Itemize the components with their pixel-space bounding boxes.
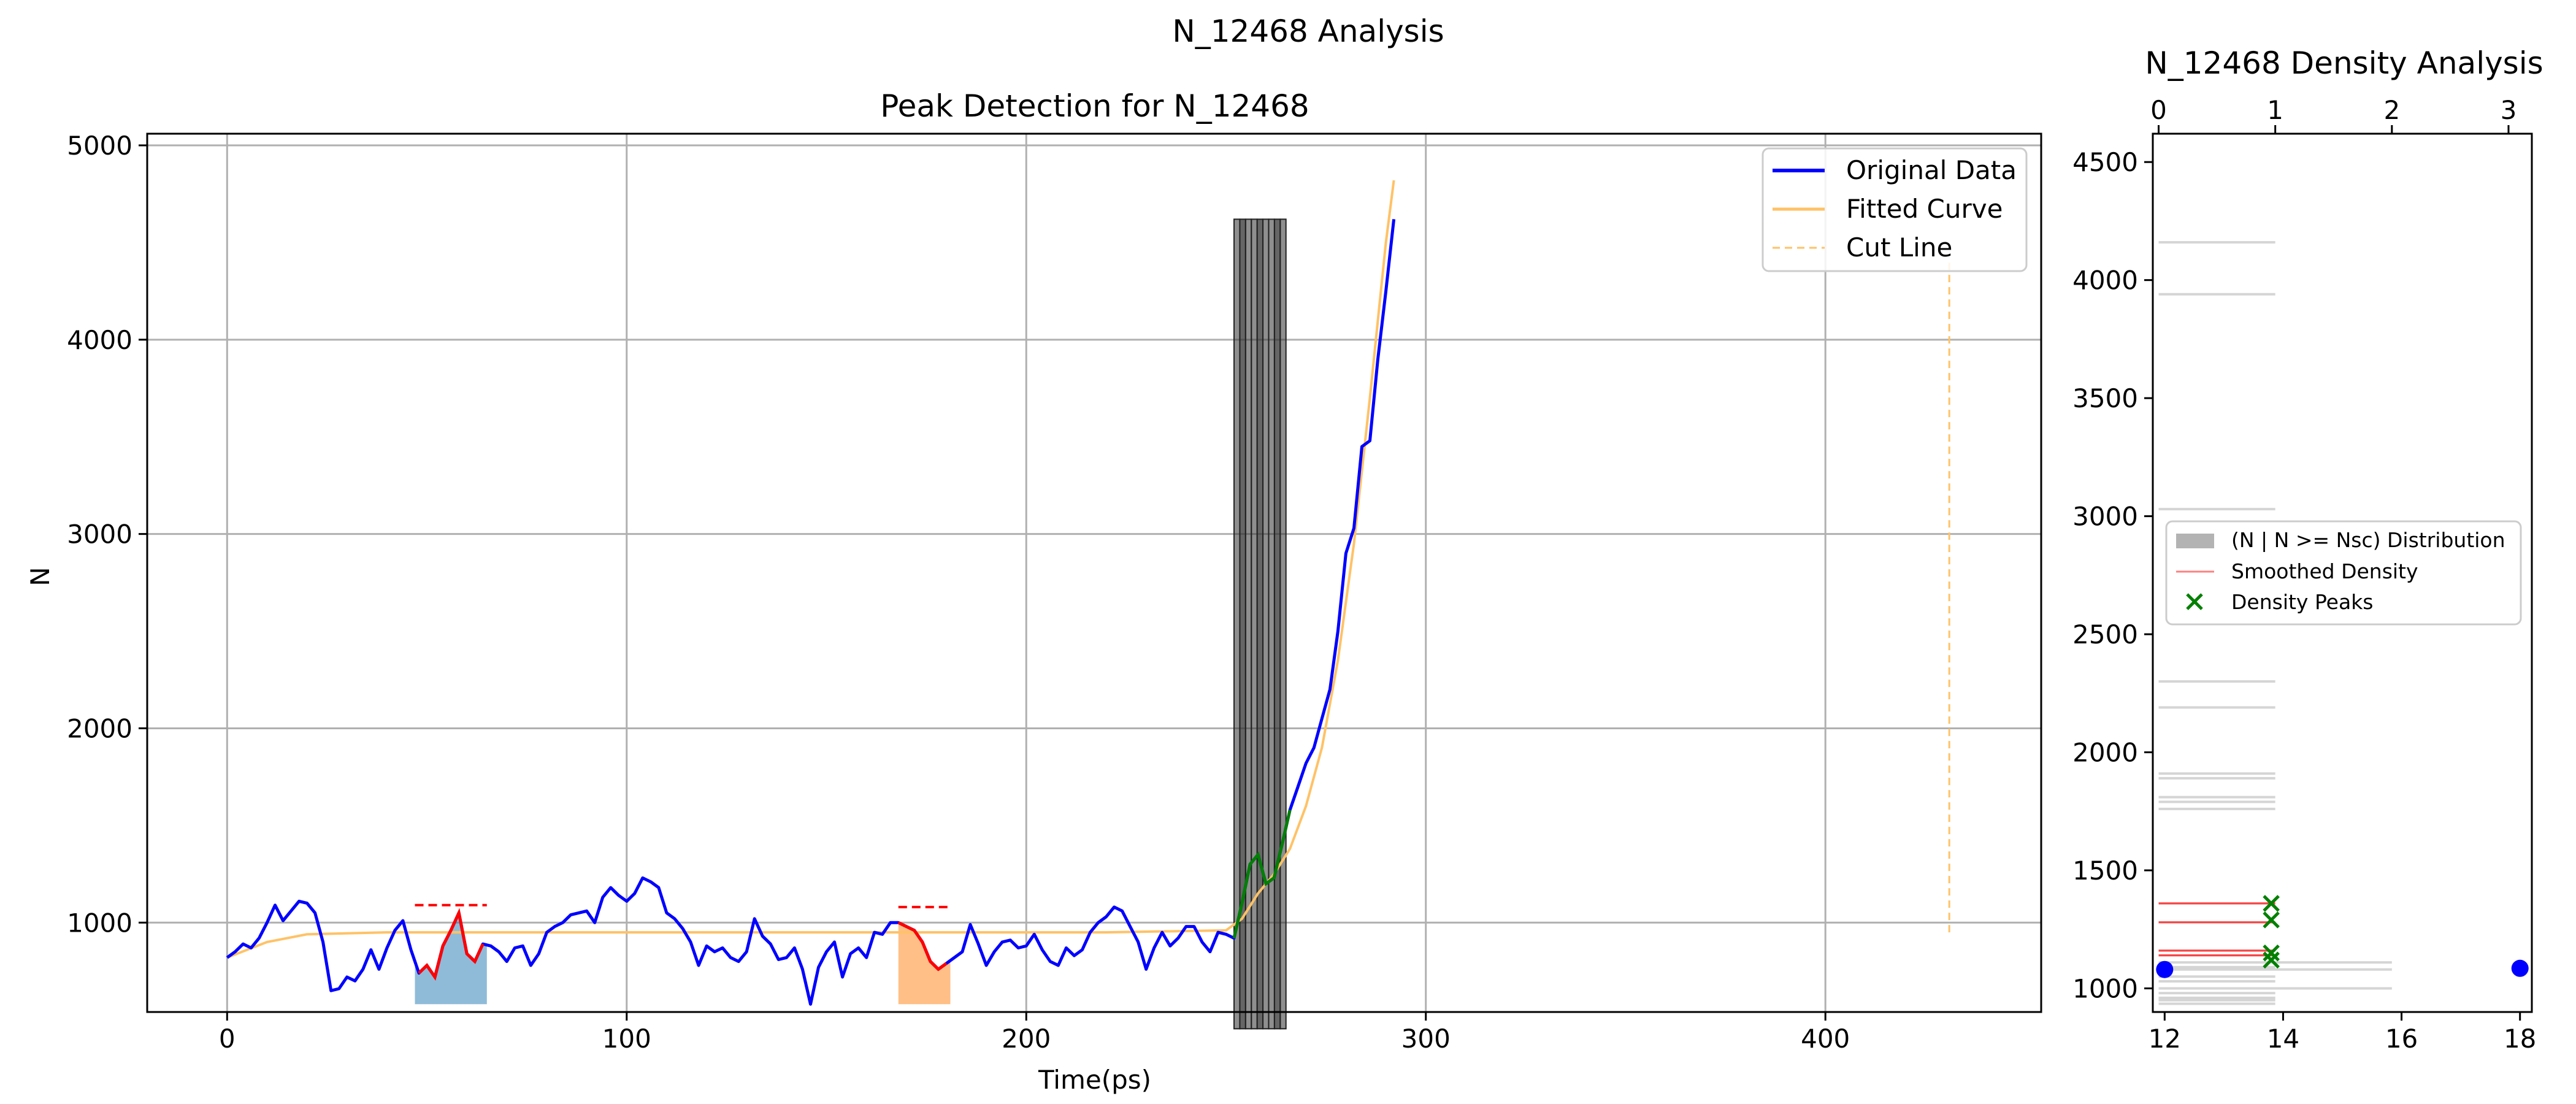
- distribution-bar: [2158, 807, 2275, 810]
- left-axes-frame: [146, 132, 2042, 1013]
- peak-shade: [898, 922, 951, 1005]
- distribution-bar: [2158, 776, 2275, 780]
- right-y-tick-label: 1000: [2072, 974, 2138, 1004]
- left-x-axis-label: Time(ps): [1038, 1065, 1151, 1095]
- right-legend-box: [2165, 520, 2522, 626]
- left-x-tick-label: 400: [1801, 1024, 1850, 1054]
- right-y-tick-label: 2000: [2072, 738, 2138, 768]
- density-peak-marker: [2263, 895, 2280, 912]
- smoothed-density-lines: [2158, 902, 2275, 957]
- bottom-x-tick-label: 12: [2149, 1024, 2181, 1054]
- distribution-bar: [2158, 680, 2275, 683]
- left-y-tick-label: 5000: [67, 131, 132, 161]
- distribution-bar: [2158, 241, 2275, 244]
- peak-detection-axes: 0 100 200 300 400 1000 2000 3000 4000 5000 Peak …: [25, 88, 2042, 1095]
- distribution-bar: [2158, 987, 2392, 990]
- peak-shade: [415, 913, 487, 1005]
- gray-bar: [1256, 218, 1264, 1030]
- left-y-axis-label: N: [25, 567, 55, 586]
- left-x-tick-label: 0: [219, 1024, 236, 1054]
- distribution-bar: [2158, 293, 2275, 296]
- distribution-bar: [2158, 968, 2392, 971]
- left-y-tick-label: 4000: [67, 325, 132, 355]
- legend-label-fitted: Fitted Curve: [1846, 194, 2003, 224]
- gray-bar: [1268, 218, 1275, 1030]
- right-y-tick-label: 1500: [2072, 856, 2138, 886]
- gray-bar: [1251, 218, 1258, 1030]
- right-y-tick-label: 3000: [2072, 502, 2138, 532]
- distribution-bar: [2158, 795, 2275, 799]
- gray-bar: [1279, 218, 1287, 1030]
- legend-label-smoothed: Smoothed Density: [2231, 559, 2418, 583]
- top-x-tick-label: 2: [2383, 95, 2400, 125]
- density-peak-marker: [2263, 944, 2280, 962]
- peak-highlights: [415, 809, 1292, 981]
- top-x-tick-label: 3: [2501, 95, 2517, 125]
- top-x-tick-label: 0: [2150, 95, 2167, 125]
- right-y-tick-label: 4000: [2072, 266, 2138, 296]
- left-x-tick-label: 200: [1002, 1024, 1051, 1054]
- legend-swatch-distribution: [2176, 534, 2214, 548]
- peak-highlight-line: [418, 908, 485, 981]
- distribution-bar: [2158, 979, 2275, 983]
- bottom-x-tick-label: 16: [2385, 1024, 2418, 1054]
- right-legend: (N | N >= Nsc) Distribution Smoothed Den…: [2165, 520, 2522, 626]
- density-markers: [2156, 895, 2529, 978]
- bottom-x-tick-label: 14: [2267, 1024, 2299, 1054]
- gray-bar: [1273, 218, 1281, 1030]
- distribution-bar: [2158, 706, 2275, 709]
- fitted-curve-line: [226, 180, 1395, 959]
- legend-label-original: Original Data: [1846, 155, 2017, 185]
- bottom-x-tick-labels: 12 14 16 18: [2149, 1012, 2536, 1054]
- gray-bars: [1233, 218, 1287, 1030]
- distribution-bar: [2158, 800, 2275, 803]
- distribution-bars: [2158, 241, 2392, 1005]
- top-x-tick-label: 1: [2267, 95, 2283, 125]
- blue-point: [2156, 960, 2174, 978]
- distribution-bar: [2158, 996, 2275, 999]
- peak-highlight-line: [897, 921, 948, 972]
- right-y-tick-label: 2500: [2072, 619, 2138, 650]
- left-y-tick-label: 2000: [67, 713, 132, 743]
- left-legend-box: [1761, 147, 2028, 272]
- distribution-bar: [2158, 992, 2275, 995]
- right-y-tick-label: 4500: [2072, 147, 2138, 177]
- left-gridlines: [147, 134, 2041, 1012]
- distribution-bar: [2158, 772, 2275, 775]
- density-peak-marker: [2263, 911, 2280, 929]
- left-x-tick-label: 300: [1401, 1024, 1451, 1054]
- distribution-bar: [2158, 1002, 2275, 1005]
- right-axes-frame: [2152, 132, 2533, 1013]
- gray-bar: [1262, 218, 1270, 1030]
- left-axes-title: Peak Detection for N_12468: [880, 88, 1309, 124]
- distribution-bar: [2158, 965, 2275, 968]
- left-x-tick-labels: 0 100 200 300 400: [219, 1012, 1850, 1054]
- legend-label-peaks: Density Peaks: [2231, 590, 2374, 614]
- right-y-tick-labels: 1000 1500 2000 2500 3000 3500 4000 4500: [2072, 147, 2153, 1004]
- distribution-bar: [2158, 975, 2275, 978]
- legend-label-cutline: Cut Line: [1846, 232, 1952, 263]
- distribution-bar: [2158, 999, 2275, 1002]
- blue-point: [2511, 959, 2529, 977]
- figure-title: N_12468 Analysis: [1172, 13, 1444, 49]
- peak-shaded-regions: [415, 913, 951, 1005]
- left-x-tick-label: 100: [602, 1024, 651, 1054]
- left-y-tick-label: 1000: [67, 908, 132, 938]
- legend-swatch-peaks-icon: [2186, 593, 2203, 610]
- right-axes-title: N_12468 Density Analysis: [2145, 45, 2543, 81]
- legend-label-distribution: (N | N >= Nsc) Distribution: [2231, 528, 2505, 552]
- distribution-bar: [2158, 508, 2275, 511]
- gray-bar: [1233, 218, 1241, 1030]
- left-y-tick-labels: 1000 2000 3000 4000 5000: [67, 131, 147, 938]
- bottom-x-tick-label: 18: [2504, 1024, 2536, 1054]
- left-legend: Original Data Fitted Curve Cut Line: [1761, 147, 2028, 272]
- right-y-tick-label: 3500: [2072, 383, 2138, 413]
- left-y-tick-label: 3000: [67, 519, 132, 550]
- green-rise-segment: [1232, 809, 1292, 939]
- top-x-tick-labels: 0 1 2 3: [2150, 95, 2517, 134]
- density-peak-marker: [2263, 951, 2280, 969]
